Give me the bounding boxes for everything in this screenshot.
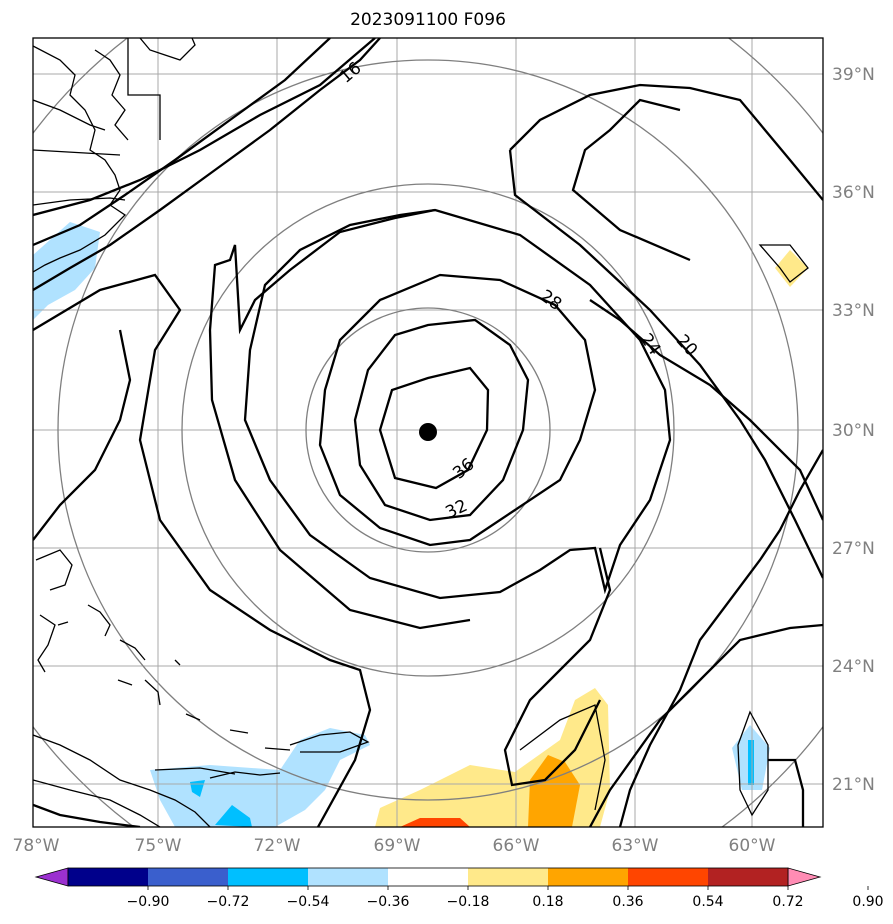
colorbar-segment: [308, 868, 388, 886]
height-contours: [33, 38, 823, 827]
colorbar-extend-high: [787, 867, 822, 887]
colorbar-tick-label: 0.54: [692, 894, 723, 910]
colorbar-tick-label: 0.72: [772, 894, 803, 910]
latitude-labels: 39°N 36°N 33°N 30°N 27°N 24°N 21°N: [832, 65, 875, 795]
colorbar-segment: [628, 868, 708, 886]
lon-label: 60°W: [729, 836, 776, 856]
colorbar-segment: [148, 868, 228, 886]
colorbar-tick-label: 0.18: [532, 894, 563, 910]
lon-label: 75°W: [135, 836, 182, 856]
colorbar-tick-label: −0.72: [207, 894, 250, 910]
colorbar-tick-label: −0.36: [367, 894, 410, 910]
lat-label: 36°N: [832, 183, 875, 203]
storm-center-marker: [419, 423, 437, 441]
colorbar-segment: [708, 868, 788, 886]
lon-label: 78°W: [13, 836, 60, 856]
lon-label: 72°W: [254, 836, 301, 856]
lat-label: 39°N: [832, 65, 875, 85]
lon-label: 66°W: [493, 836, 540, 856]
colorbar-tick-label: 0.90: [852, 894, 883, 910]
map-title: 2023091100 F096: [350, 10, 506, 30]
lat-lon-grid: [33, 38, 823, 827]
lon-label: 69°W: [374, 836, 421, 856]
colorbar-tick-label: 0.36: [612, 894, 643, 910]
colorbar-segment: [388, 868, 468, 886]
colorbar-segment: [68, 868, 148, 886]
colorbar-segment: [228, 868, 308, 886]
map-frame: [32, 37, 824, 828]
lat-label: 33°N: [832, 301, 875, 321]
lat-label: 27°N: [832, 539, 875, 559]
colorbar-segment: [548, 868, 628, 886]
lat-label: 30°N: [832, 421, 875, 441]
colorbar-tick-label: −0.54: [287, 894, 330, 910]
colorbar-tick-label: −0.90: [127, 894, 170, 910]
lat-label: 21°N: [832, 775, 875, 795]
lon-label: 63°W: [612, 836, 659, 856]
longitude-labels: 78°W 75°W 72°W 69°W 66°W 63°W 60°W: [13, 836, 776, 856]
colorbar-frame: [67, 867, 789, 887]
negative-anomaly-shading: [33, 222, 770, 827]
colorbar-extend-low: [34, 867, 69, 887]
lat-label: 24°N: [832, 657, 875, 677]
colorbar-tick-label: −0.18: [447, 894, 490, 910]
coastlines: [33, 38, 809, 827]
colorbar: −0.90 −0.72 −0.54 −0.36 −0.18 0.18 0.36 0.54 0.7…: [34, 867, 884, 910]
colorbar-segment: [468, 868, 548, 886]
